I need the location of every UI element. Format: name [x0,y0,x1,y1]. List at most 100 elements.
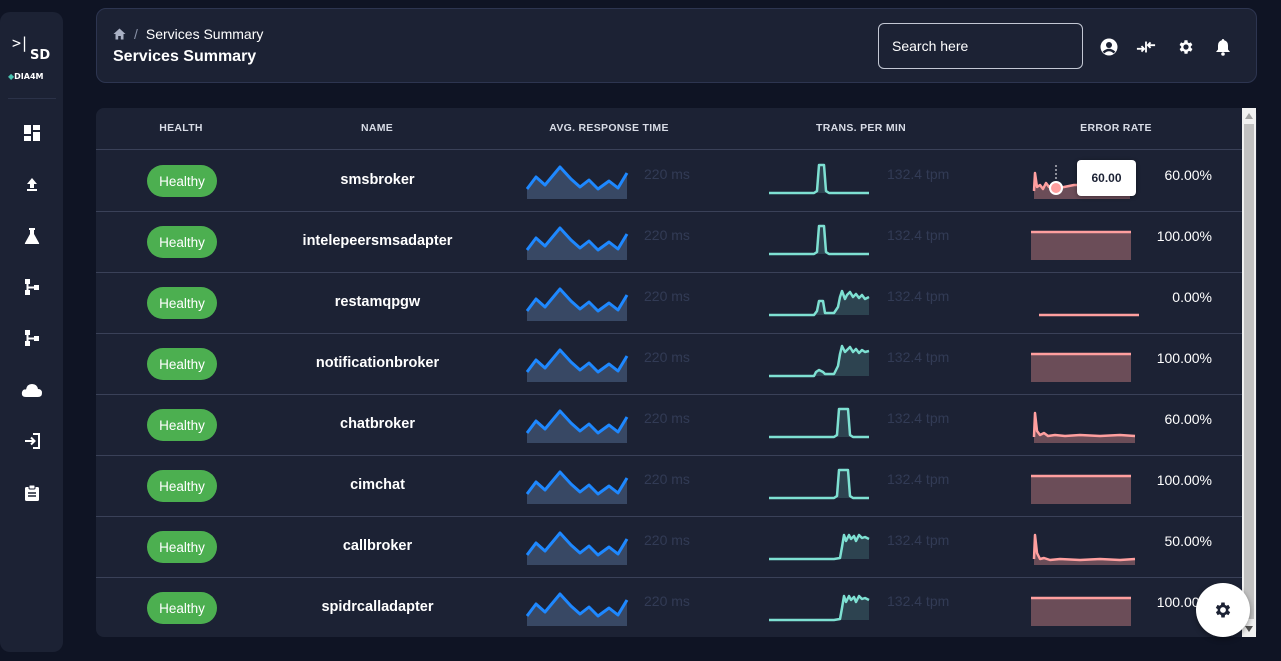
tpm-area [769,470,869,498]
error-rate-value: 100.00% [1156,350,1212,366]
tpm-sparkline [769,533,870,561]
settings-button[interactable] [1176,37,1196,57]
response-time-area [527,533,627,565]
service-name[interactable]: restamqpgw [334,294,421,310]
service-name[interactable]: chatbroker [340,416,415,432]
column-header-error-rate[interactable]: ERROR RATE [1080,122,1152,134]
services-table: HEALTH NAME AVG. RESPONSE TIME TRANS. PE… [96,108,1257,637]
tpm-value: 132.4 tpm [887,532,950,548]
column-header-health[interactable]: HEALTH [159,122,203,134]
service-name[interactable]: callbroker [342,538,413,554]
account-button[interactable] [1099,37,1119,57]
error-rate-value: 50.00% [1164,533,1212,549]
table-row[interactable]: Healthy smsbroker 220 ms 132.4 tpm 60.00% [96,151,1242,212]
error-rate-sparkline [1031,596,1131,626]
sidebar-item-login[interactable] [21,430,43,452]
tpm-value: 132.4 tpm [887,410,950,426]
service-name[interactable]: cimchat [350,477,405,493]
response-time-sparkline [526,165,629,199]
error-rate-value: 60.00% [1164,167,1212,183]
health-badge: Healthy [147,470,217,502]
notifications-button[interactable] [1213,37,1233,57]
sidebar-item-lab[interactable] [21,225,43,247]
page-header: / Services Summary Services Summary [96,8,1257,83]
brand-logo[interactable]: >| SD ◆DIA4M [8,24,56,88]
sidebar-divider [8,98,56,99]
tpm-line [769,468,869,500]
response-time-value: 220 ms [644,532,690,548]
dashboard-icon [24,125,40,141]
scroll-thumb[interactable] [1244,124,1254,619]
tpm-line [769,224,869,256]
table-row[interactable]: Healthy spidrcalladapter 220 ms 132.4 tpm 10… [96,578,1242,637]
response-time-area [527,472,627,504]
service-name[interactable]: smsbroker [340,172,415,188]
tpm-value: 132.4 tpm [887,166,950,182]
response-time-line [526,531,629,557]
response-time-value: 220 ms [644,227,690,243]
vertical-scrollbar[interactable] [1242,108,1256,637]
response-time-value: 220 ms [644,349,690,365]
logo-sub: SD [30,48,51,63]
tpm-value: 132.4 tpm [887,349,950,365]
tpm-value: 132.4 tpm [887,288,950,304]
tpm-sparkline [769,344,870,378]
column-header-name[interactable]: NAME [360,122,394,134]
health-badge: Healthy [147,348,217,380]
response-time-value: 220 ms [644,471,690,487]
table-row[interactable]: Healthy cimchat 220 ms 132.4 tpm 100.00% [96,456,1242,517]
tpm-sparkline [769,289,870,317]
error-rate-value: 100.00% [1156,228,1212,244]
response-time-line [526,348,629,374]
error-rate-line [1032,533,1136,562]
swap-arrows-icon [1136,41,1156,53]
sidebar-item-upload[interactable] [21,173,43,195]
column-header-tpm[interactable]: TRANS. PER MIN [816,122,906,134]
sidebar-item-flow-2[interactable] [21,327,43,349]
response-time-sparkline [526,470,629,504]
scroll-down-arrow[interactable] [1245,625,1253,633]
table-row[interactable]: Healthy intelepeersmsadapter 220 ms 132.4 t… [96,212,1242,273]
gear-icon [1179,40,1193,54]
error-rate-value: 0.00% [1172,289,1212,305]
response-time-line [526,470,629,496]
table-row[interactable]: Healthy notificationbroker 220 ms 132.4 tpm… [96,334,1242,395]
error-rate-sparkline [1031,352,1131,382]
response-time-area [527,289,627,321]
response-time-line [526,287,629,313]
health-badge: Healthy [147,592,217,624]
response-time-area [527,411,627,443]
error-rate-area [1031,598,1131,626]
gear-icon [1215,602,1231,618]
triangle-down-icon [1245,626,1253,632]
table-row[interactable]: Healthy restamqpgw 220 ms 132.4 tpm 0.00% [96,273,1242,334]
floating-settings-button[interactable] [1196,583,1250,637]
sidebar-item-cloud[interactable] [21,379,43,401]
home-icon[interactable] [113,28,126,40]
response-time-sparkline [526,592,629,626]
compare-button[interactable] [1136,37,1156,57]
table-row[interactable]: Healthy chatbroker 220 ms 132.4 tpm 60.00% [96,395,1242,456]
health-badge: Healthy [147,165,217,197]
flow-icon [25,330,39,346]
login-icon [25,433,40,449]
flask-icon [24,228,40,244]
tpm-line [769,163,869,195]
logo-mark: >| [12,34,29,52]
search-input[interactable] [878,23,1083,69]
response-time-value: 220 ms [644,593,690,609]
service-name[interactable]: intelepeersmsadapter [302,233,453,249]
tpm-sparkline [769,224,869,256]
sidebar-item-dashboard[interactable] [21,122,43,144]
tpm-line [769,289,870,317]
service-name[interactable]: notificationbroker [315,355,440,371]
table-row[interactable]: Healthy callbroker 220 ms 132.4 tpm 50.00% [96,517,1242,578]
error-rate-line [1032,411,1136,438]
response-time-value: 220 ms [644,166,690,182]
column-header-response[interactable]: AVG. RESPONSE TIME [549,122,669,134]
scroll-up-arrow[interactable] [1245,112,1253,120]
sidebar-item-flow-1[interactable] [21,276,43,298]
sidebar-item-clipboard[interactable] [21,482,43,504]
service-name[interactable]: spidrcalladapter [321,599,434,615]
response-time-sparkline [526,409,629,443]
